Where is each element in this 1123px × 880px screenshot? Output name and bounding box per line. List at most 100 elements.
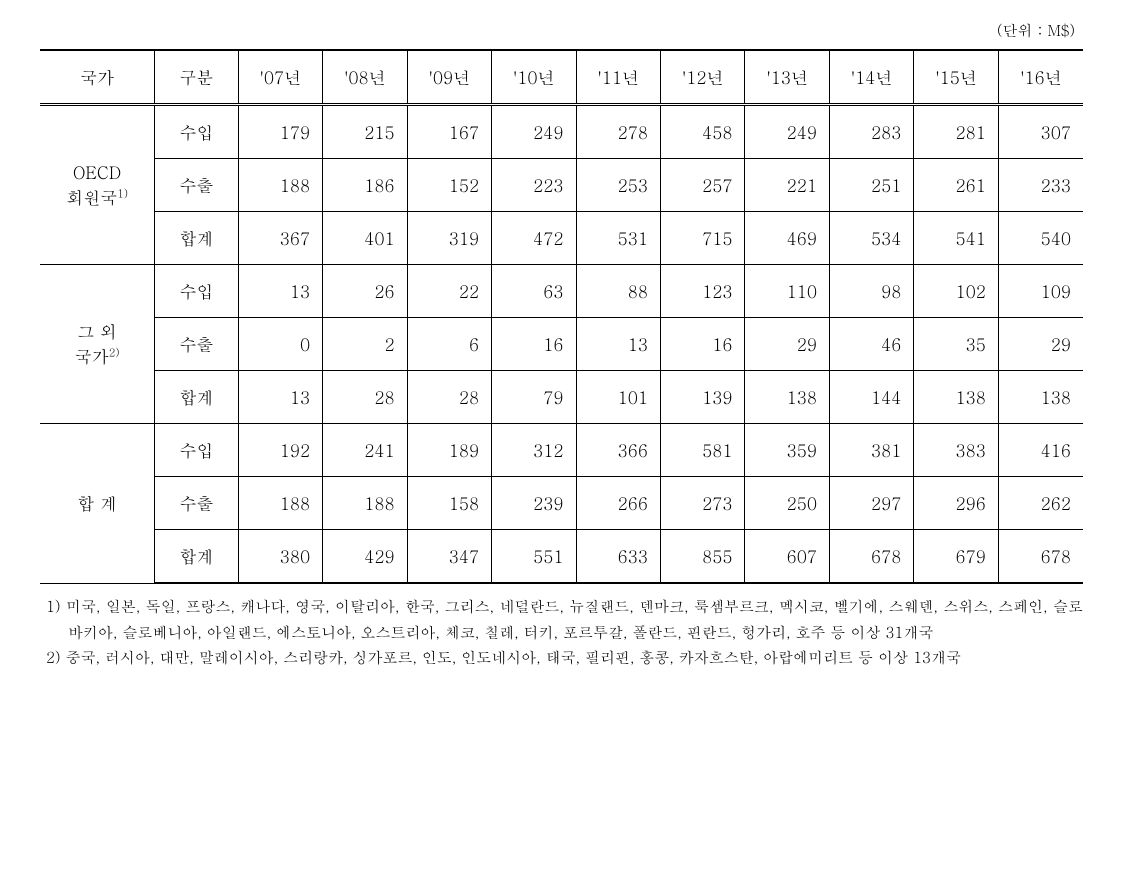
value-cell: 186: [323, 159, 407, 212]
value-cell: 855: [661, 530, 745, 584]
value-cell: 715: [661, 212, 745, 265]
value-cell: 401: [323, 212, 407, 265]
value-cell: 540: [998, 212, 1083, 265]
value-cell: 249: [492, 105, 576, 159]
column-header: 구분: [155, 50, 238, 105]
value-cell: 347: [407, 530, 491, 584]
value-cell: 278: [576, 105, 660, 159]
table-row: 합계13282879101139138144138138: [40, 371, 1083, 424]
value-cell: 13: [238, 265, 322, 318]
column-header: '08년: [323, 50, 407, 105]
value-cell: 221: [745, 159, 829, 212]
value-cell: 139: [661, 371, 745, 424]
row-label: 수출: [155, 159, 238, 212]
value-cell: 144: [829, 371, 913, 424]
footnote-line: 2) 중국, 러시아, 대만, 말레이시아, 스리랑카, 싱가포르, 인도, 인…: [40, 645, 1083, 671]
value-cell: 257: [661, 159, 745, 212]
value-cell: 152: [407, 159, 491, 212]
value-cell: 319: [407, 212, 491, 265]
value-cell: 551: [492, 530, 576, 584]
column-header: '12년: [661, 50, 745, 105]
value-cell: 251: [829, 159, 913, 212]
value-cell: 138: [998, 371, 1083, 424]
table-row: OECD회원국1)수입17921516724927845824928328130…: [40, 105, 1083, 159]
value-cell: 28: [407, 371, 491, 424]
value-cell: 367: [238, 212, 322, 265]
value-cell: 188: [238, 477, 322, 530]
value-cell: 679: [914, 530, 998, 584]
table-row: 합계367401319472531715469534541540: [40, 212, 1083, 265]
unit-label: (단위 : M$): [40, 20, 1083, 41]
value-cell: 35: [914, 318, 998, 371]
value-cell: 249: [745, 105, 829, 159]
value-cell: 188: [323, 477, 407, 530]
value-cell: 192: [238, 424, 322, 477]
value-cell: 281: [914, 105, 998, 159]
value-cell: 381: [829, 424, 913, 477]
value-cell: 261: [914, 159, 998, 212]
value-cell: 179: [238, 105, 322, 159]
value-cell: 312: [492, 424, 576, 477]
value-cell: 98: [829, 265, 913, 318]
value-cell: 2: [323, 318, 407, 371]
value-cell: 13: [576, 318, 660, 371]
row-label: 합계: [155, 371, 238, 424]
value-cell: 469: [745, 212, 829, 265]
column-header: '15년: [914, 50, 998, 105]
value-cell: 307: [998, 105, 1083, 159]
value-cell: 22: [407, 265, 491, 318]
value-cell: 296: [914, 477, 998, 530]
value-cell: 88: [576, 265, 660, 318]
row-label: 합계: [155, 530, 238, 584]
value-cell: 102: [914, 265, 998, 318]
value-cell: 79: [492, 371, 576, 424]
value-cell: 429: [323, 530, 407, 584]
value-cell: 110: [745, 265, 829, 318]
value-cell: 158: [407, 477, 491, 530]
value-cell: 13: [238, 371, 322, 424]
value-cell: 383: [914, 424, 998, 477]
column-header: '16년: [998, 50, 1083, 105]
value-cell: 472: [492, 212, 576, 265]
value-cell: 531: [576, 212, 660, 265]
value-cell: 215: [323, 105, 407, 159]
value-cell: 239: [492, 477, 576, 530]
value-cell: 297: [829, 477, 913, 530]
column-header: '11년: [576, 50, 660, 105]
table-row: 수출02616131629463529: [40, 318, 1083, 371]
value-cell: 16: [661, 318, 745, 371]
table-row: 합 계수입192241189312366581359381383416: [40, 424, 1083, 477]
column-header: '10년: [492, 50, 576, 105]
value-cell: 26: [323, 265, 407, 318]
value-cell: 581: [661, 424, 745, 477]
value-cell: 633: [576, 530, 660, 584]
category-cell: 그 외국가2): [40, 265, 155, 424]
value-cell: 253: [576, 159, 660, 212]
value-cell: 0: [238, 318, 322, 371]
value-cell: 123: [661, 265, 745, 318]
table-header-row: 국가구분'07년'08년'09년'10년'11년'12년'13년'14년'15년…: [40, 50, 1083, 105]
value-cell: 366: [576, 424, 660, 477]
column-header: '09년: [407, 50, 491, 105]
data-table: 국가구분'07년'08년'09년'10년'11년'12년'13년'14년'15년…: [40, 49, 1083, 584]
row-label: 수입: [155, 265, 238, 318]
value-cell: 250: [745, 477, 829, 530]
value-cell: 262: [998, 477, 1083, 530]
value-cell: 223: [492, 159, 576, 212]
value-cell: 138: [914, 371, 998, 424]
value-cell: 541: [914, 212, 998, 265]
value-cell: 63: [492, 265, 576, 318]
value-cell: 266: [576, 477, 660, 530]
table-row: 그 외국가2)수입132622638812311098102109: [40, 265, 1083, 318]
row-label: 수입: [155, 105, 238, 159]
category-cell: OECD회원국1): [40, 105, 155, 265]
row-label: 합계: [155, 212, 238, 265]
value-cell: 534: [829, 212, 913, 265]
value-cell: 678: [829, 530, 913, 584]
value-cell: 46: [829, 318, 913, 371]
value-cell: 6: [407, 318, 491, 371]
row-label: 수출: [155, 477, 238, 530]
value-cell: 416: [998, 424, 1083, 477]
value-cell: 29: [998, 318, 1083, 371]
value-cell: 607: [745, 530, 829, 584]
